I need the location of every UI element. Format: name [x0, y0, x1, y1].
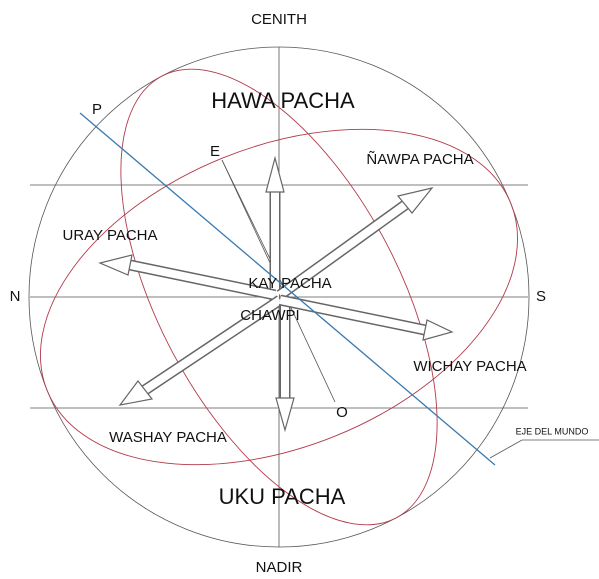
label: URAY PACHA — [62, 227, 157, 244]
label: UKU PACHA — [219, 484, 346, 509]
label: CHAWPI — [240, 307, 299, 324]
world-axis — [79, 112, 496, 466]
label: ÑAWPA PACHA — [366, 151, 473, 168]
leader-line — [489, 439, 599, 459]
label: HAWA PACHA — [211, 88, 355, 113]
label: N — [10, 288, 21, 305]
arrows — [98, 155, 454, 433]
label: EJE DEL MUNDO — [516, 426, 589, 436]
label: O — [336, 404, 348, 421]
label: WICHAY PACHA — [413, 358, 526, 375]
label: P — [92, 101, 102, 118]
ecliptic — [40, 128, 518, 466]
label: KAY PACHA — [248, 275, 331, 292]
label: E — [210, 143, 220, 160]
label: CENITH — [251, 11, 307, 28]
label: WASHAY PACHA — [109, 429, 227, 446]
ecliptic — [120, 68, 438, 526]
label: NADIR — [256, 559, 303, 576]
label: S — [536, 288, 546, 305]
